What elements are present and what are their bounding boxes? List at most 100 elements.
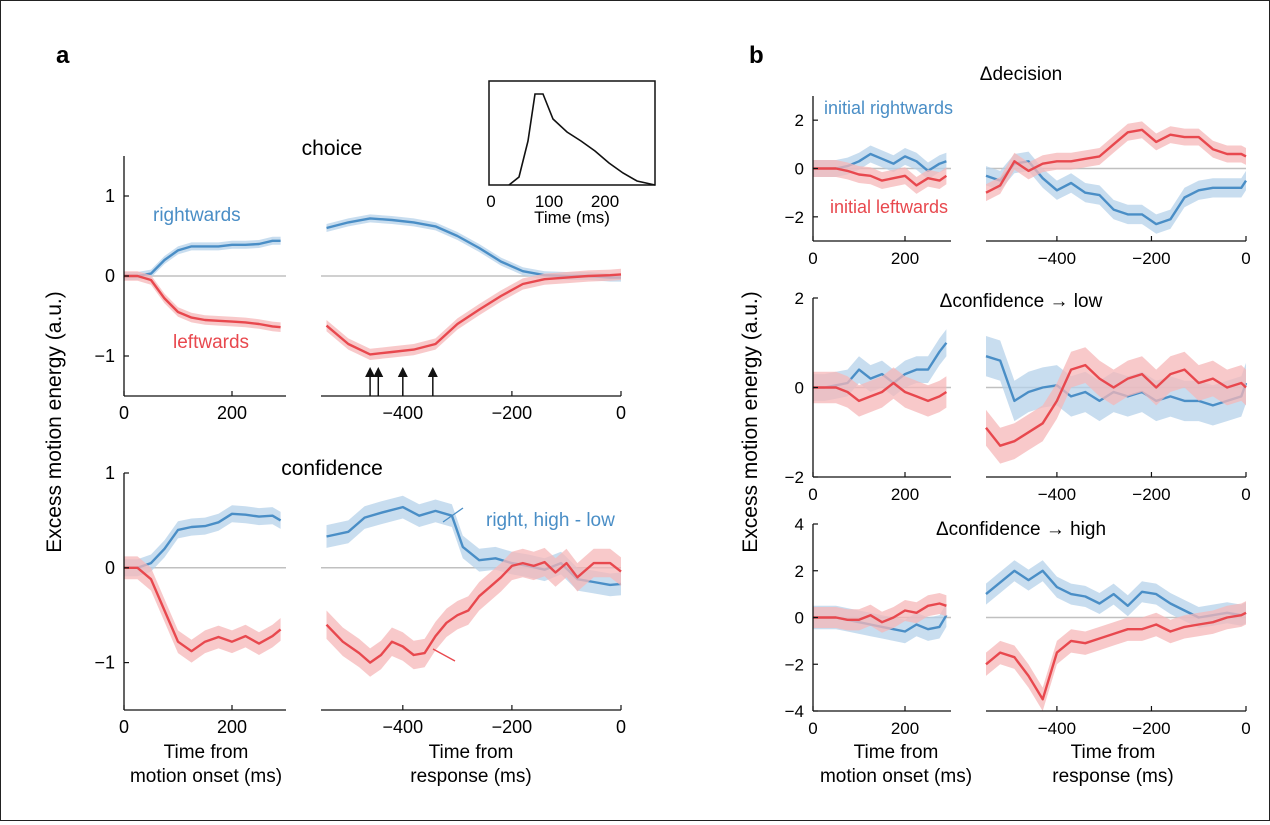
axes-a_choice-onset: 0 200 −1 0 1 xyxy=(94,156,286,423)
inset-tick-0: 0 xyxy=(486,192,495,211)
title-choice: choice xyxy=(302,137,363,160)
y-tick-label: −1 xyxy=(94,653,115,673)
series-line-red xyxy=(813,602,947,624)
x-tick-label: −400 xyxy=(1038,719,1076,738)
axes-a_confidence-onset: 0 200 −1 0 1 xyxy=(94,463,286,737)
xlabel-a-onset-2: motion onset (ms) xyxy=(130,766,282,787)
series-band-red xyxy=(124,556,281,663)
x-tick-label: 200 xyxy=(891,249,919,268)
xlabel-b-response-1: Time from xyxy=(1071,742,1156,763)
series-line-red xyxy=(124,566,282,653)
panel-label-a: a xyxy=(56,42,70,69)
x-tick-label: 200 xyxy=(891,719,919,738)
series-line-red xyxy=(124,274,281,329)
series-band-blue xyxy=(326,214,621,282)
xlabel-a-response-2: response (ms) xyxy=(410,766,531,787)
x-tick-label: 0 xyxy=(1241,719,1250,738)
x-tick-label: 0 xyxy=(808,719,817,738)
series-line-blue xyxy=(124,512,282,569)
subplot-b_conf_high: 0 200 −4 −2 0 2 4 −400 −200 0 xyxy=(785,515,1251,738)
series-line-red xyxy=(813,381,948,403)
xlabel-a-response-1: Time from xyxy=(429,742,514,763)
title-delta-confidence-low: Δconfidence → low xyxy=(940,291,1103,312)
x-tick-label: −200 xyxy=(1132,249,1170,268)
series-band-blue xyxy=(124,505,281,577)
subplot-b_decision: 0 200 −2 0 2 −400 −200 0 xyxy=(785,96,1251,268)
y-tick-label: 0 xyxy=(795,160,804,179)
label-initial-leftwards: initial leftwards xyxy=(830,197,948,217)
y-tick-label: 1 xyxy=(105,186,115,206)
y-tick-label: 2 xyxy=(795,562,804,581)
series-band-blue xyxy=(986,560,1246,628)
x-tick-label: −400 xyxy=(383,717,424,737)
x-tick-label: 200 xyxy=(217,403,247,423)
ylabel-panel-b: Excess motion energy (a.u.) xyxy=(739,291,762,552)
x-tick-label: −200 xyxy=(1132,719,1170,738)
panel-label-b: b xyxy=(749,42,764,69)
subplot-b_conf_low: 0 200−202 −400 −200 0 xyxy=(785,289,1251,504)
x-tick-label: −400 xyxy=(383,403,424,423)
x-tick-label: 0 xyxy=(808,249,817,268)
x-tick-label: −400 xyxy=(1038,485,1076,504)
label-rightwards: rightwards xyxy=(153,205,241,226)
axes-a_confidence-response: −400 −200 0 xyxy=(321,495,626,737)
arrow-head xyxy=(397,367,408,377)
inset-xlabel: Time (ms) xyxy=(534,208,610,227)
label-initial-rightwards: initial rightwards xyxy=(824,98,953,118)
x-tick-label: 0 xyxy=(119,717,129,737)
axes-b_decision-onset: 0 200 −2 0 2 xyxy=(785,96,951,268)
leader-right-high-low xyxy=(442,507,464,523)
series-line-blue xyxy=(124,239,281,278)
x-tick-label: 200 xyxy=(217,717,247,737)
x-tick-label: −200 xyxy=(1132,485,1170,504)
series-band-red xyxy=(813,593,947,633)
axes-b_conf_low-onset: 0 200−202 xyxy=(785,289,951,504)
series-line-red xyxy=(325,273,622,356)
x-tick-label: 0 xyxy=(119,403,129,423)
x-tick-label: −200 xyxy=(492,403,533,423)
ylabel-panel-a: Excess motion energy (a.u.) xyxy=(43,291,66,552)
label-right-high-low: right, high - low xyxy=(486,510,615,531)
y-tick-label: −2 xyxy=(785,655,804,674)
subplot-a_confidence: 0 200 −1 0 1 −400 −200 0 xyxy=(94,463,626,737)
series-line-red xyxy=(985,611,1247,701)
inset-tick-200: 200 xyxy=(591,192,619,211)
plots-layer: 0 200−101−400 −200 00 200−101−400 −200 00 200−2… xyxy=(94,96,1251,738)
annotation-leaders xyxy=(432,507,464,662)
y-tick-label: 2 xyxy=(795,111,804,130)
x-tick-label: 0 xyxy=(616,403,626,423)
y-tick-label: 4 xyxy=(795,515,804,534)
x-tick-label: 0 xyxy=(1241,485,1250,504)
y-tick-label: 1 xyxy=(105,463,115,483)
arrow-head xyxy=(427,367,438,377)
series-band-red xyxy=(986,347,1246,464)
series-line-red xyxy=(985,128,1247,194)
y-tick-label: −2 xyxy=(785,208,804,227)
series-band-red xyxy=(986,121,1246,202)
inset-kernel-curve xyxy=(508,93,656,186)
inset-tick-100: 100 xyxy=(535,192,563,211)
inset-frame xyxy=(488,80,656,186)
x-tick-label: 0 xyxy=(1241,249,1250,268)
xlabel-a-onset-1: Time from xyxy=(164,742,249,763)
y-tick-label: 0 xyxy=(795,609,804,628)
series-band-blue xyxy=(124,236,281,280)
y-tick-label: −4 xyxy=(785,702,804,721)
xlabel-b-onset-2: motion onset (ms) xyxy=(820,766,972,787)
y-tick-label: −1 xyxy=(94,346,115,366)
x-tick-label: −400 xyxy=(1038,249,1076,268)
series-line-red xyxy=(325,560,622,664)
axes-a_choice-response: −400 −200 0 xyxy=(321,214,626,423)
y-tick-label: 0 xyxy=(105,558,115,578)
subplot-a_choice: 0 200 −1 0 1 −400 −200 0 xyxy=(94,156,626,423)
y-tick-label: 0 xyxy=(105,266,115,286)
axes-b_decision-response: −400 −200 0 xyxy=(985,121,1251,268)
y-tick-label: 0 xyxy=(795,379,804,398)
xlabel-b-response-2: response (ms) xyxy=(1052,766,1173,787)
arrow-head xyxy=(365,367,376,377)
axes-b_conf_high-response: −400 −200 0 xyxy=(985,560,1251,738)
leader-left-high-low xyxy=(432,648,456,662)
series-line-red xyxy=(985,363,1247,447)
